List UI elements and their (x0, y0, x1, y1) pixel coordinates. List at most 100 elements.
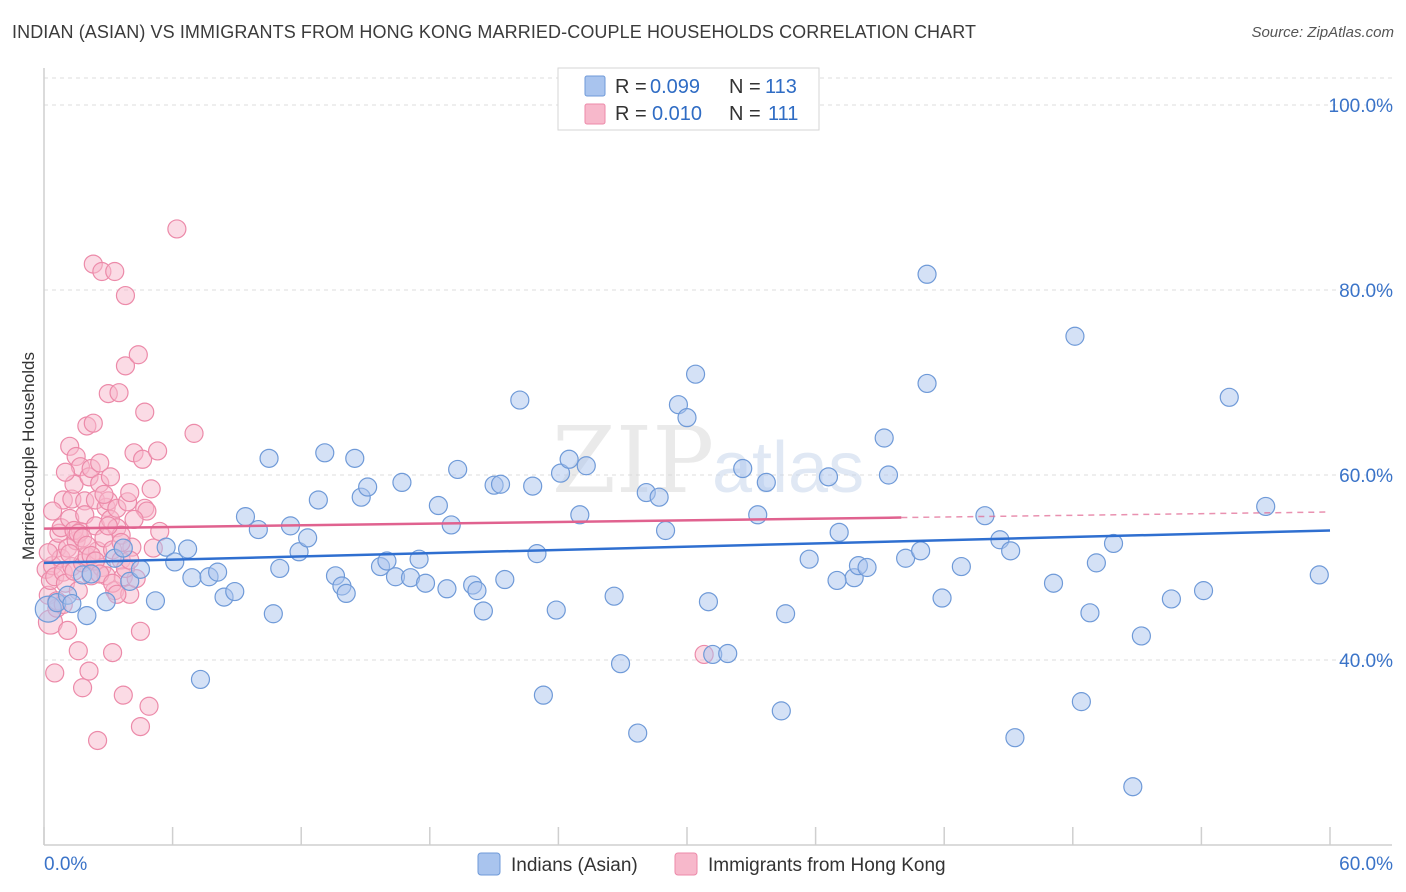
indians-asian-point (298, 528, 318, 548)
legend-pink-r-label: R = (615, 103, 647, 125)
indians-asian-point (527, 544, 547, 564)
indians-asian-point (130, 559, 151, 579)
indians-asian-point (546, 600, 566, 620)
indians-asian-point (917, 373, 937, 394)
hong-kong-point (113, 685, 133, 705)
hong-kong-point (98, 516, 118, 536)
y-tick-label: 40.0% (1339, 651, 1393, 672)
indians-asian-point (604, 586, 624, 606)
indians-asian-point (263, 604, 283, 624)
indians-asian-point (610, 654, 631, 674)
trend-line-hong-kong-extrapolated (901, 511, 1331, 519)
hong-kong-point (68, 641, 88, 661)
legend-swatch-blue (584, 75, 606, 97)
indians-asian-point (799, 549, 819, 569)
indians-asian-point (77, 605, 97, 626)
hong-kong-point (105, 261, 125, 282)
indians-asian-point (467, 581, 487, 601)
indians-asian-point (473, 601, 493, 621)
indians-asian-point (698, 592, 719, 612)
hong-kong-point (45, 663, 65, 683)
hong-kong-point (109, 383, 129, 403)
chart-source: Source: ZipAtlas.com (1251, 24, 1394, 41)
legend-pink-r-value: 0.010 (652, 103, 702, 125)
indians-asian-point (1086, 553, 1106, 573)
indians-asian-point (495, 569, 515, 590)
hong-kong-point (128, 345, 148, 365)
legend-blue-n-value: 113 (765, 76, 797, 98)
hong-kong-point (141, 479, 161, 499)
hong-kong-point (132, 449, 153, 469)
indians-asian-point (677, 408, 697, 428)
series-legend-swatch-blue (477, 852, 501, 876)
indians-asian-point (336, 583, 356, 604)
indians-asian-point (550, 463, 571, 483)
x-tick-labels: 0.0% 60.0% (44, 854, 1393, 875)
indians-asian-point (1219, 387, 1239, 407)
indians-asian-point (932, 588, 952, 608)
indians-asian-point (81, 564, 101, 584)
indians-asian-point (358, 477, 378, 497)
chart-title: INDIAN (ASIAN) VS IMMIGRANTS FROM HONG K… (12, 22, 977, 42)
indians-asian-point (345, 448, 365, 468)
hong-kong-point (130, 621, 151, 641)
legend-blue-r-label: R = (615, 76, 647, 98)
indians-asian-point (1131, 626, 1151, 646)
indians-asian-point (225, 581, 245, 602)
hong-kong-point (167, 219, 187, 239)
indians-asian-point (1256, 496, 1276, 517)
indians-asian-point (156, 537, 176, 557)
indians-asian-point (490, 474, 511, 494)
trend-line-hong-kong (43, 516, 902, 530)
hong-kong-point (60, 544, 80, 564)
indians-asian-point (878, 465, 899, 485)
indians-asian-point (377, 551, 397, 571)
trend-line-indians-asian (43, 529, 1331, 565)
indians-asian-point (1123, 777, 1143, 797)
indians-asian-point (270, 558, 290, 579)
axes (43, 68, 1392, 846)
indians-asian-point (415, 573, 436, 593)
indians-asian-point (911, 541, 931, 561)
hong-kong-point (147, 441, 168, 461)
series-legend-swatch-pink (674, 852, 698, 876)
indians-asian-point (628, 723, 648, 743)
y-axis-label: Married-couple Households (19, 352, 38, 560)
indians-asian-point (1071, 692, 1091, 712)
hong-kong-point (130, 716, 151, 737)
legend-blue-n-label: N = (729, 76, 761, 98)
indians-asian-point (62, 593, 82, 614)
indians-asian-point (917, 264, 937, 284)
y-tick-label: 60.0% (1339, 466, 1393, 487)
series-legend: Indians (Asian) Immigrants from Hong Kon… (477, 852, 946, 876)
indians-asian-point (649, 487, 669, 507)
hong-kong-point (38, 543, 58, 563)
indians-asian-point (178, 539, 198, 559)
hong-kong-point (57, 620, 78, 641)
indians-asian-point (448, 459, 468, 480)
hong-kong-point (87, 730, 108, 751)
legend-pink-n-label: N = (729, 103, 761, 125)
legend-pink-n-value: 111 (768, 103, 798, 125)
indians-asian-point (308, 490, 328, 510)
indians-asian-point (775, 604, 796, 624)
indians-asian-point (951, 556, 971, 577)
indians-asian-point (818, 467, 839, 487)
indians-asian-point (120, 571, 140, 591)
indians-asian-point (1080, 603, 1100, 623)
indians-asian-point (827, 570, 847, 591)
indians-asian-point (208, 562, 228, 582)
x-tick-label-min: 0.0% (44, 854, 87, 875)
indians-asian-point (510, 390, 530, 410)
y-tick-label: 100.0% (1329, 96, 1394, 117)
hong-kong-point (100, 467, 121, 487)
indians-asian-point (559, 449, 579, 469)
indians-asian-point (1005, 728, 1025, 748)
indians-asian-point (190, 669, 211, 690)
series-legend-label-blue: Indians (Asian) (511, 855, 638, 876)
indians-asian-point (655, 520, 676, 541)
indians-asian-point (771, 701, 791, 721)
indians-asian-point (576, 456, 596, 476)
indians-asian-point (392, 472, 412, 492)
